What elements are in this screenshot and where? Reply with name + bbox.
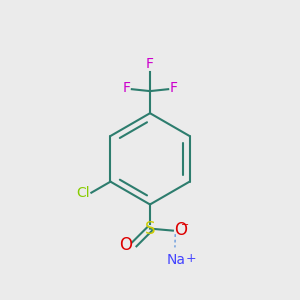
Text: O: O (119, 236, 132, 254)
Text: +: + (185, 251, 196, 265)
Text: O: O (174, 221, 187, 239)
Text: Cl: Cl (76, 186, 90, 200)
Text: F: F (146, 57, 154, 71)
Text: S: S (145, 220, 155, 238)
Text: F: F (169, 81, 177, 95)
Text: Na: Na (167, 253, 186, 267)
Text: −: − (181, 220, 189, 230)
Text: F: F (123, 81, 130, 95)
